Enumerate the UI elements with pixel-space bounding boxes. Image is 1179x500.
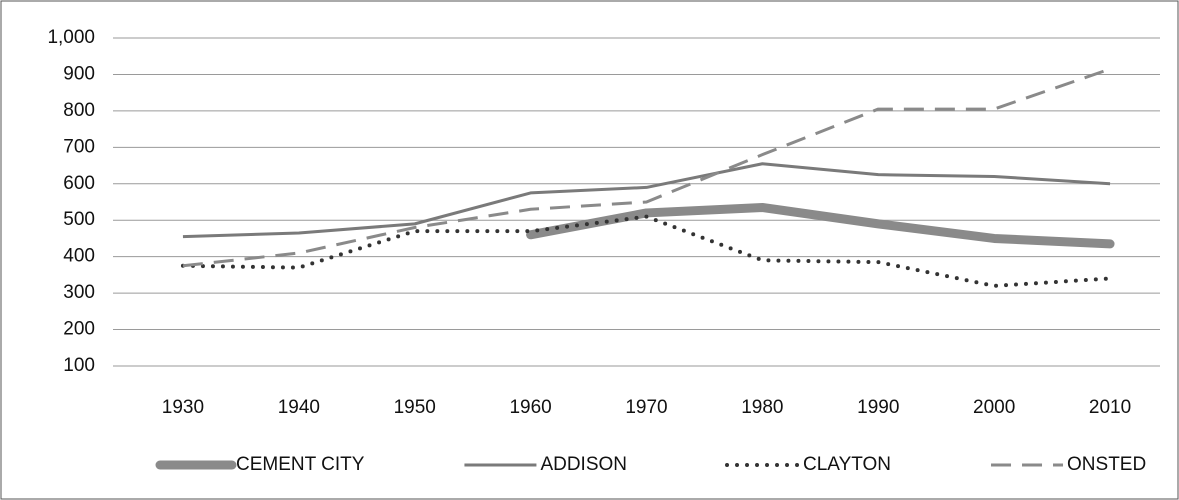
series-line <box>182 162 1111 239</box>
y-tick-label: 600 <box>63 173 95 194</box>
series-line <box>182 67 1111 268</box>
x-tick-label: 1960 <box>509 397 551 418</box>
y-tick-label: 500 <box>63 209 95 230</box>
x-tick-label: 1970 <box>625 397 667 418</box>
legend-label: CEMENT CITY <box>236 454 365 475</box>
x-tick-label: 2010 <box>1089 397 1131 418</box>
x-tick-label: 1950 <box>394 397 436 418</box>
y-tick-label: 100 <box>63 355 95 376</box>
y-tick-label: 700 <box>63 136 95 157</box>
legend-label: CLAYTON <box>803 454 891 475</box>
x-tick-label: 1930 <box>162 397 204 418</box>
y-tick-label: 1,000 <box>47 27 95 48</box>
legend-label: ONSTED <box>1067 454 1146 475</box>
series-line <box>526 202 1115 249</box>
legend-label: ADDISON <box>540 454 627 475</box>
x-tick-label: 1990 <box>857 397 899 418</box>
x-tick-label: 2000 <box>973 397 1015 418</box>
series-line <box>180 214 1113 288</box>
y-tick-label: 900 <box>63 63 95 84</box>
y-tick-label: 400 <box>63 246 95 267</box>
y-tick-label: 200 <box>63 319 95 340</box>
x-tick-label: 1940 <box>278 397 320 418</box>
x-tick-label: 1980 <box>741 397 783 418</box>
y-tick-label: 300 <box>63 282 95 303</box>
y-tick-label: 800 <box>63 100 95 121</box>
